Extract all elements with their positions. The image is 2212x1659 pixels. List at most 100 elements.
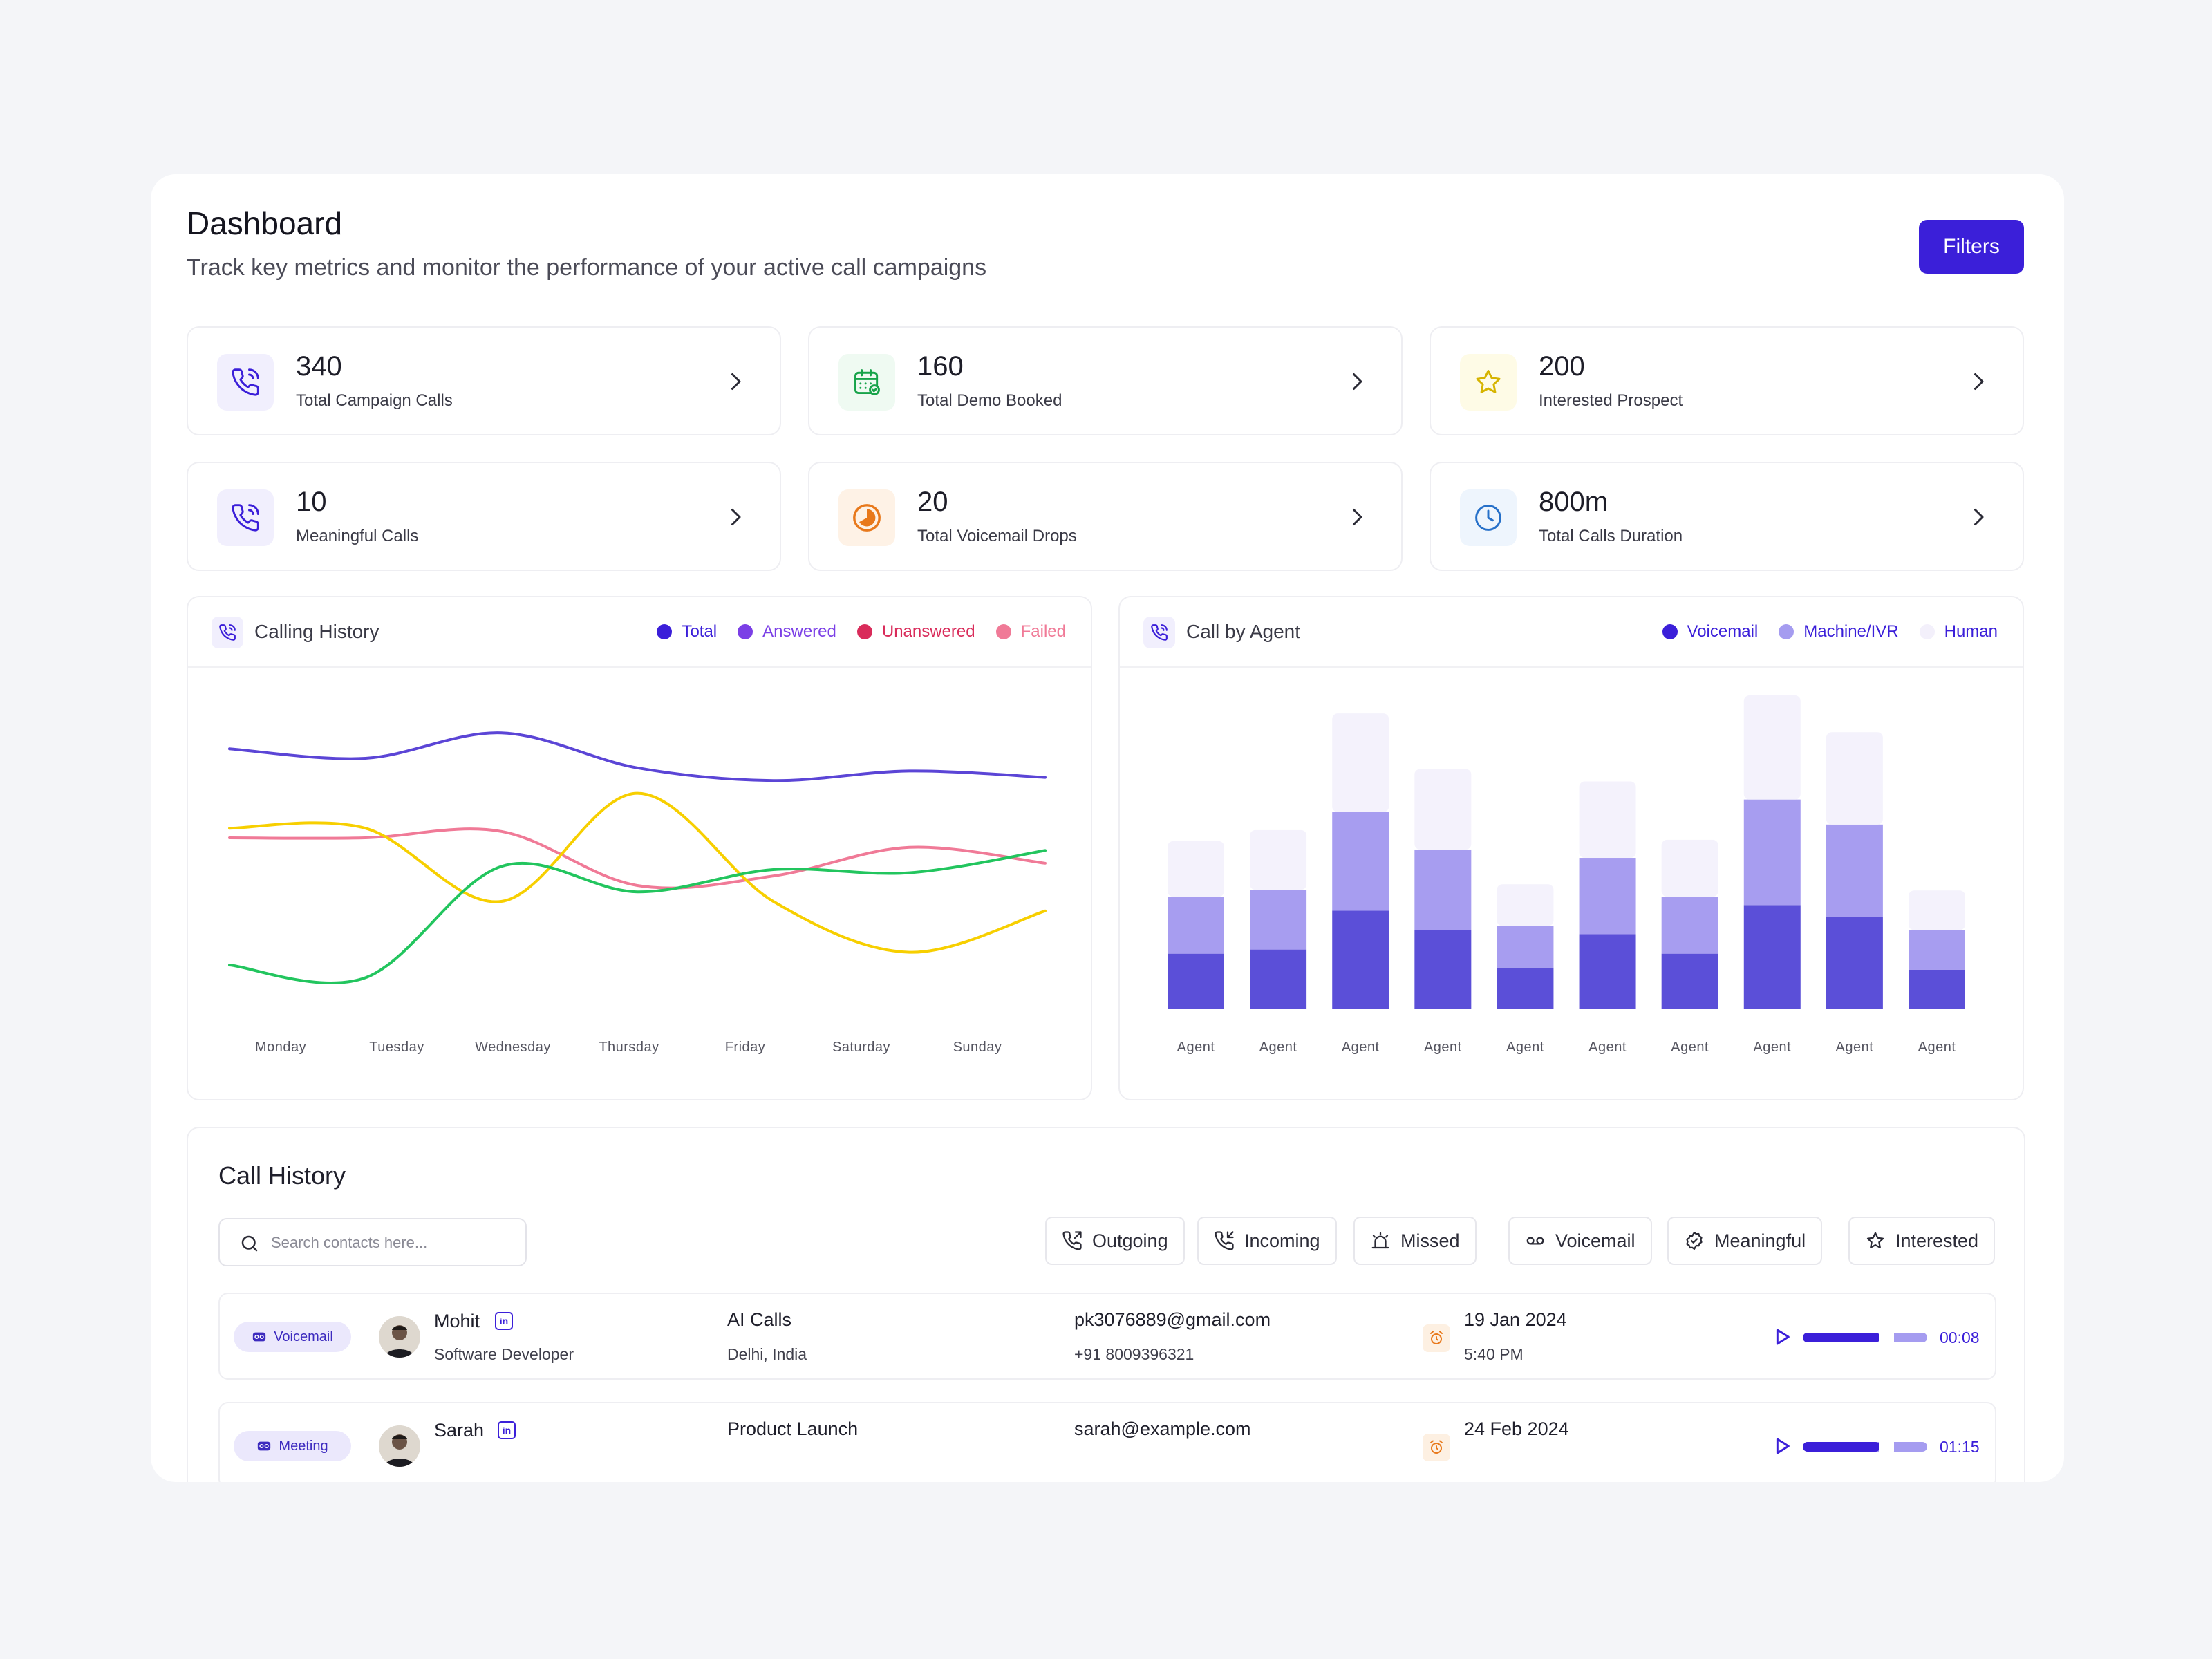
search-input[interactable]	[271, 1228, 513, 1258]
badge-check-icon	[1686, 1232, 1703, 1250]
x-tick-label: Agent	[1753, 1040, 1792, 1055]
dashboard-card: Dashboard Track key metrics and monitor …	[151, 174, 2064, 1482]
call-row[interactable]: Voicemail Mohit in Software Developer AI…	[218, 1293, 1996, 1380]
search-icon	[241, 1235, 258, 1252]
x-tick-label: Wednesday	[475, 1040, 551, 1055]
bar-human-6	[1579, 781, 1636, 859]
calling-history-panel: Calling History Total Answered Unanswere…	[187, 596, 1092, 1100]
bar-human-8	[1743, 695, 1801, 800]
play-icon[interactable]	[1771, 1435, 1793, 1457]
legend-dot	[995, 624, 1011, 639]
avatar	[379, 1425, 420, 1467]
contact-email: sarah@example.com	[1074, 1418, 1251, 1439]
progress-handle[interactable]	[1878, 1438, 1894, 1455]
alarm-bell-icon	[1371, 1232, 1389, 1249]
filter-label: Outgoing	[1092, 1230, 1168, 1251]
filter-label: Meaningful	[1714, 1230, 1806, 1251]
legend-item: Machine/IVR	[1779, 622, 1899, 641]
stat-card-interested-prospect[interactable]: 200 Interested Prospect	[1430, 326, 2024, 435]
bar-human-2	[1250, 830, 1307, 890]
bar-machine-ivr-4	[1414, 849, 1472, 930]
stat-card-campaign-calls[interactable]: 340 Total Campaign Calls	[187, 326, 781, 435]
call-history-section: Call History Outgoing Incoming Missed Vo…	[187, 1127, 2025, 1482]
bar-human-5	[1497, 884, 1554, 926]
filters-button[interactable]: Filters	[1919, 220, 2024, 274]
x-tick-label: Thursday	[599, 1040, 659, 1055]
phone-ringing-icon	[217, 354, 274, 411]
progress-fill	[1803, 1442, 1880, 1452]
bar-machine-ivr-1	[1168, 897, 1224, 954]
stat-value: 200	[1539, 351, 1585, 382]
legend-label: Unanswered	[881, 622, 975, 641]
stat-value: 800m	[1539, 487, 1609, 517]
bar-human-1	[1168, 841, 1224, 897]
x-tick-label: Monday	[254, 1040, 307, 1055]
stat-card-voicemail-drops[interactable]: 20 Total Voicemail Drops	[808, 462, 1403, 571]
audio-progress-bar[interactable]	[1803, 1438, 1927, 1455]
progress-handle[interactable]	[1878, 1329, 1894, 1346]
contact-name: Sarah	[434, 1420, 485, 1441]
x-tick-label: Tuesday	[369, 1040, 424, 1055]
stat-card-calls-duration[interactable]: 800m Total Calls Duration	[1430, 462, 2024, 571]
legend-item: Human	[1919, 622, 1998, 641]
linkedin-icon[interactable]: in	[498, 1421, 516, 1439]
chart-legend: Total Answered Unanswered Failed	[657, 622, 1066, 641]
bar-voicemail-10	[1909, 969, 1965, 1009]
legend-dot	[657, 624, 673, 639]
campaign-name: AI Calls	[727, 1309, 792, 1330]
call-date: 19 Jan 2024	[1464, 1309, 1567, 1330]
bar-voicemail-9	[1826, 917, 1883, 1009]
chevron-right-icon	[1974, 509, 1984, 525]
bar-voicemail-5	[1497, 967, 1554, 1009]
play-icon[interactable]	[1771, 1326, 1793, 1348]
panel-header: Call by Agent Voicemail Machine/IVR Huma…	[1120, 597, 2023, 668]
filter-meaningful[interactable]: Meaningful	[1667, 1217, 1823, 1265]
stat-label: Meaningful Calls	[296, 527, 419, 545]
panel-title: Calling History	[254, 621, 379, 642]
voicemail-icon	[258, 1441, 271, 1451]
bar-machine-ivr-10	[1909, 930, 1965, 970]
bar-human-7	[1661, 839, 1718, 897]
bar-machine-ivr-7	[1661, 897, 1718, 954]
badge-label: Meeting	[279, 1438, 328, 1454]
legend-label: Human	[1944, 622, 1998, 641]
page-title: Dashboard	[187, 205, 343, 241]
bar-voicemail-4	[1414, 930, 1472, 1009]
filter-incoming[interactable]: Incoming	[1197, 1217, 1337, 1265]
bar-machine-ivr-8	[1743, 799, 1801, 906]
series-line-answered	[228, 849, 1047, 984]
series-line-unanswered	[228, 791, 1047, 954]
x-tick-label: Agent	[1177, 1040, 1215, 1055]
star-icon	[1866, 1232, 1884, 1248]
chevron-right-icon	[1353, 509, 1362, 525]
call-row[interactable]: Meeting Sarah in Product Launch sarah@ex…	[218, 1402, 1996, 1482]
filter-voicemail[interactable]: Voicemail	[1508, 1217, 1652, 1265]
voicemail-icon	[253, 1332, 266, 1342]
chevron-right-icon	[731, 509, 741, 525]
filter-outgoing[interactable]: Outgoing	[1045, 1217, 1185, 1265]
filter-missed[interactable]: Missed	[1353, 1217, 1477, 1265]
pie-icon	[838, 489, 895, 546]
avatar	[379, 1316, 420, 1358]
filter-label: Voicemail	[1555, 1230, 1635, 1251]
legend-item: Unanswered	[856, 622, 975, 641]
search-box[interactable]	[218, 1218, 527, 1266]
legend-label: Total	[682, 622, 718, 641]
series-line-total	[228, 731, 1047, 782]
stat-value: 340	[296, 351, 342, 382]
stat-card-demo-booked[interactable]: 160 Total Demo Booked	[808, 326, 1403, 435]
stat-value: 10	[296, 487, 327, 517]
phone-incoming-icon	[1215, 1231, 1234, 1250]
filter-interested[interactable]: Interested	[1848, 1217, 1996, 1265]
alarm-clock-icon	[1423, 1434, 1450, 1461]
chevron-right-icon	[1353, 373, 1362, 390]
chart-legend: Voicemail Machine/IVR Human	[1662, 622, 1998, 641]
alarm-clock-icon	[1423, 1324, 1450, 1352]
bar-voicemail-3	[1332, 910, 1389, 1009]
linkedin-icon[interactable]: in	[495, 1312, 513, 1330]
panel-title: Call by Agent	[1186, 621, 1300, 642]
star-icon	[1460, 354, 1517, 411]
bar-voicemail-2	[1250, 949, 1307, 1009]
stat-card-meaningful-calls[interactable]: 10 Meaningful Calls	[187, 462, 781, 571]
audio-progress-bar[interactable]	[1803, 1329, 1927, 1346]
